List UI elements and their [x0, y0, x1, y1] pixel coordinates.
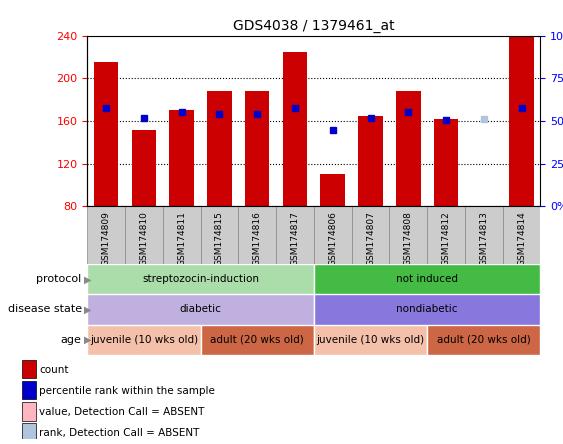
- Bar: [283, 52, 307, 206]
- Bar: [245, 91, 270, 206]
- Text: age: age: [61, 335, 82, 345]
- Bar: [169, 110, 194, 206]
- Text: GSM174810: GSM174810: [140, 211, 149, 266]
- Title: GDS4038 / 1379461_at: GDS4038 / 1379461_at: [233, 19, 395, 33]
- Text: streptozocin-induction: streptozocin-induction: [142, 274, 259, 284]
- Text: diabetic: diabetic: [180, 305, 221, 314]
- Bar: [314, 325, 427, 355]
- Bar: [132, 130, 156, 206]
- Bar: [94, 62, 118, 206]
- Text: count: count: [39, 365, 69, 375]
- Bar: [276, 206, 314, 264]
- Bar: [396, 91, 421, 206]
- Bar: [87, 206, 125, 264]
- Text: value, Detection Call = ABSENT: value, Detection Call = ABSENT: [39, 407, 204, 417]
- Bar: [390, 206, 427, 264]
- Text: ▶: ▶: [84, 305, 92, 314]
- Bar: [200, 325, 314, 355]
- Text: GSM174807: GSM174807: [366, 211, 375, 266]
- Text: protocol: protocol: [37, 274, 82, 284]
- Bar: [23, 360, 36, 378]
- Bar: [427, 325, 540, 355]
- Bar: [87, 264, 314, 294]
- Bar: [23, 402, 36, 420]
- Text: rank, Detection Call = ABSENT: rank, Detection Call = ABSENT: [39, 428, 199, 438]
- Bar: [23, 381, 36, 400]
- Bar: [200, 206, 238, 264]
- Bar: [125, 206, 163, 264]
- Bar: [314, 206, 352, 264]
- Bar: [87, 325, 200, 355]
- Bar: [87, 294, 314, 325]
- Bar: [503, 206, 540, 264]
- Bar: [358, 115, 383, 206]
- Text: GSM174817: GSM174817: [291, 211, 300, 266]
- Text: GSM174811: GSM174811: [177, 211, 186, 266]
- Text: disease state: disease state: [7, 305, 82, 314]
- Text: GSM174806: GSM174806: [328, 211, 337, 266]
- Text: adult (20 wks old): adult (20 wks old): [211, 335, 304, 345]
- Text: juvenile (10 wks old): juvenile (10 wks old): [316, 335, 425, 345]
- Bar: [320, 174, 345, 206]
- Bar: [465, 206, 503, 264]
- Text: GSM174812: GSM174812: [441, 211, 450, 266]
- Bar: [434, 119, 458, 206]
- Bar: [427, 206, 465, 264]
- Text: adult (20 wks old): adult (20 wks old): [437, 335, 531, 345]
- Text: nondiabetic: nondiabetic: [396, 305, 458, 314]
- Bar: [207, 91, 232, 206]
- Text: GSM174813: GSM174813: [479, 211, 488, 266]
- Text: percentile rank within the sample: percentile rank within the sample: [39, 386, 215, 396]
- Text: ▶: ▶: [84, 335, 92, 345]
- Text: ▶: ▶: [84, 274, 92, 284]
- Text: GSM174816: GSM174816: [253, 211, 262, 266]
- Bar: [352, 206, 390, 264]
- Text: GSM174815: GSM174815: [215, 211, 224, 266]
- Bar: [238, 206, 276, 264]
- Bar: [163, 206, 200, 264]
- Bar: [314, 294, 540, 325]
- Text: not induced: not induced: [396, 274, 458, 284]
- Text: GSM174808: GSM174808: [404, 211, 413, 266]
- Bar: [23, 423, 36, 442]
- Bar: [314, 264, 540, 294]
- Text: juvenile (10 wks old): juvenile (10 wks old): [90, 335, 198, 345]
- Text: GSM174809: GSM174809: [102, 211, 111, 266]
- Text: GSM174814: GSM174814: [517, 211, 526, 266]
- Bar: [510, 36, 534, 206]
